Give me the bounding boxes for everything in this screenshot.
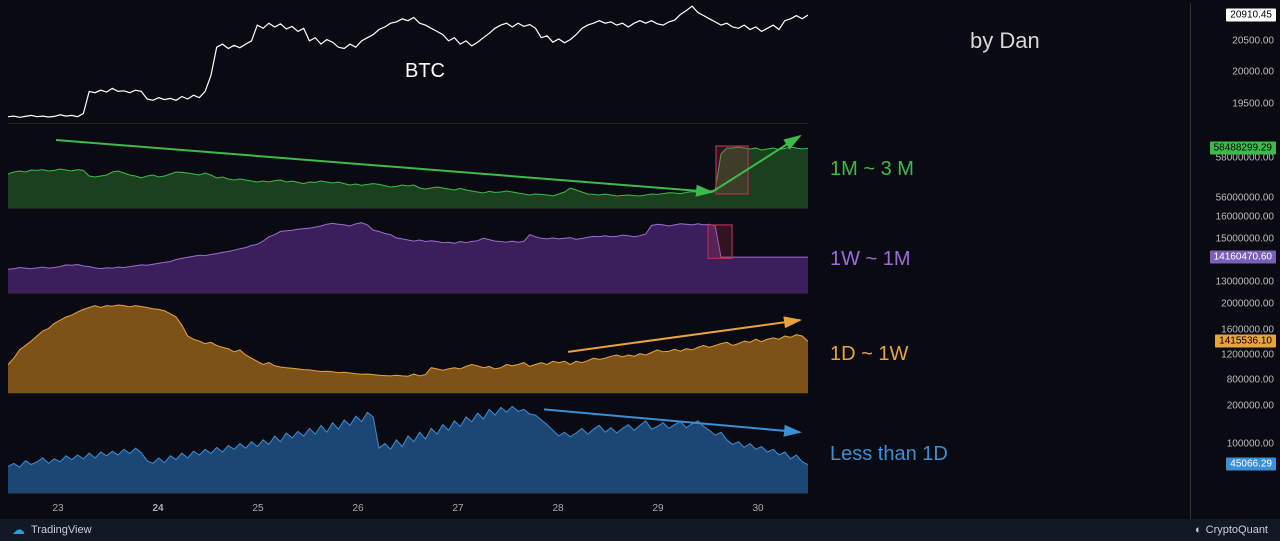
panel-separator (8, 293, 808, 294)
ytick: 20000.00 (1232, 67, 1274, 78)
price-tag-m1_3m: 58488299.29 (1210, 142, 1276, 155)
ytick: 16000000.00 (1216, 212, 1274, 223)
ytick: 200000.00 (1227, 400, 1274, 411)
footer-right: ◐ CryptoQuant (1195, 524, 1268, 536)
panel-label-w1_1m: 1W ~ 1M (830, 248, 911, 271)
x-label: 24 (152, 503, 163, 514)
btc-label: BTC (405, 60, 445, 83)
ytick: 13000000.00 (1216, 277, 1274, 288)
ytick: 800000.00 (1227, 375, 1274, 386)
axis-separator (1190, 3, 1191, 519)
ytick: 100000.00 (1227, 438, 1274, 449)
price-tag-btc: 20910.45 (1226, 8, 1276, 21)
ytick: 1200000.00 (1221, 350, 1274, 361)
x-label: 25 (252, 503, 263, 514)
cryptoquant-label: CryptoQuant (1206, 524, 1268, 536)
panel-label-d1_1w: 1D ~ 1W (830, 343, 908, 366)
chart-panel-w1_1m (8, 213, 808, 293)
tradingview-label: TradingView (31, 524, 92, 536)
ytick: 2000000.00 (1221, 299, 1274, 310)
cloud-icon: ☁ (12, 522, 25, 538)
panel-label-lt_1d: Less than 1D (830, 443, 948, 466)
x-label: 30 (752, 503, 763, 514)
price-tag-d1_1w: 1415536.10 (1215, 335, 1276, 348)
x-label: 29 (652, 503, 663, 514)
ytick: 1600000.00 (1221, 324, 1274, 335)
x-label: 26 (352, 503, 363, 514)
ytick: 56000000.00 (1216, 193, 1274, 204)
panel-label-m1_3m: 1M ~ 3 M (830, 158, 914, 181)
panel-separator (8, 493, 808, 494)
x-label: 28 (552, 503, 563, 514)
price-tag-w1_1m: 14160470.60 (1210, 251, 1276, 264)
ytick: 20500.00 (1232, 35, 1274, 46)
footer-left: ☁ TradingView (12, 522, 92, 538)
chart-panel-d1_1w (8, 298, 808, 393)
footer-bar: ☁ TradingView ◐ CryptoQuant (0, 519, 1280, 541)
panel-separator (8, 393, 808, 394)
author-label: by Dan (970, 28, 1040, 54)
ytick: 15000000.00 (1216, 233, 1274, 244)
cryptoquant-icon: ◐ (1195, 524, 1202, 536)
chart-panel-lt_1d (8, 398, 808, 493)
x-label: 27 (452, 503, 463, 514)
x-label: 23 (52, 503, 63, 514)
panel-separator (8, 123, 808, 124)
ytick: 19500.00 (1232, 99, 1274, 110)
price-tag-lt_1d: 45066.29 (1226, 458, 1276, 471)
chart-panel-m1_3m (8, 128, 808, 208)
panel-separator (8, 208, 808, 209)
